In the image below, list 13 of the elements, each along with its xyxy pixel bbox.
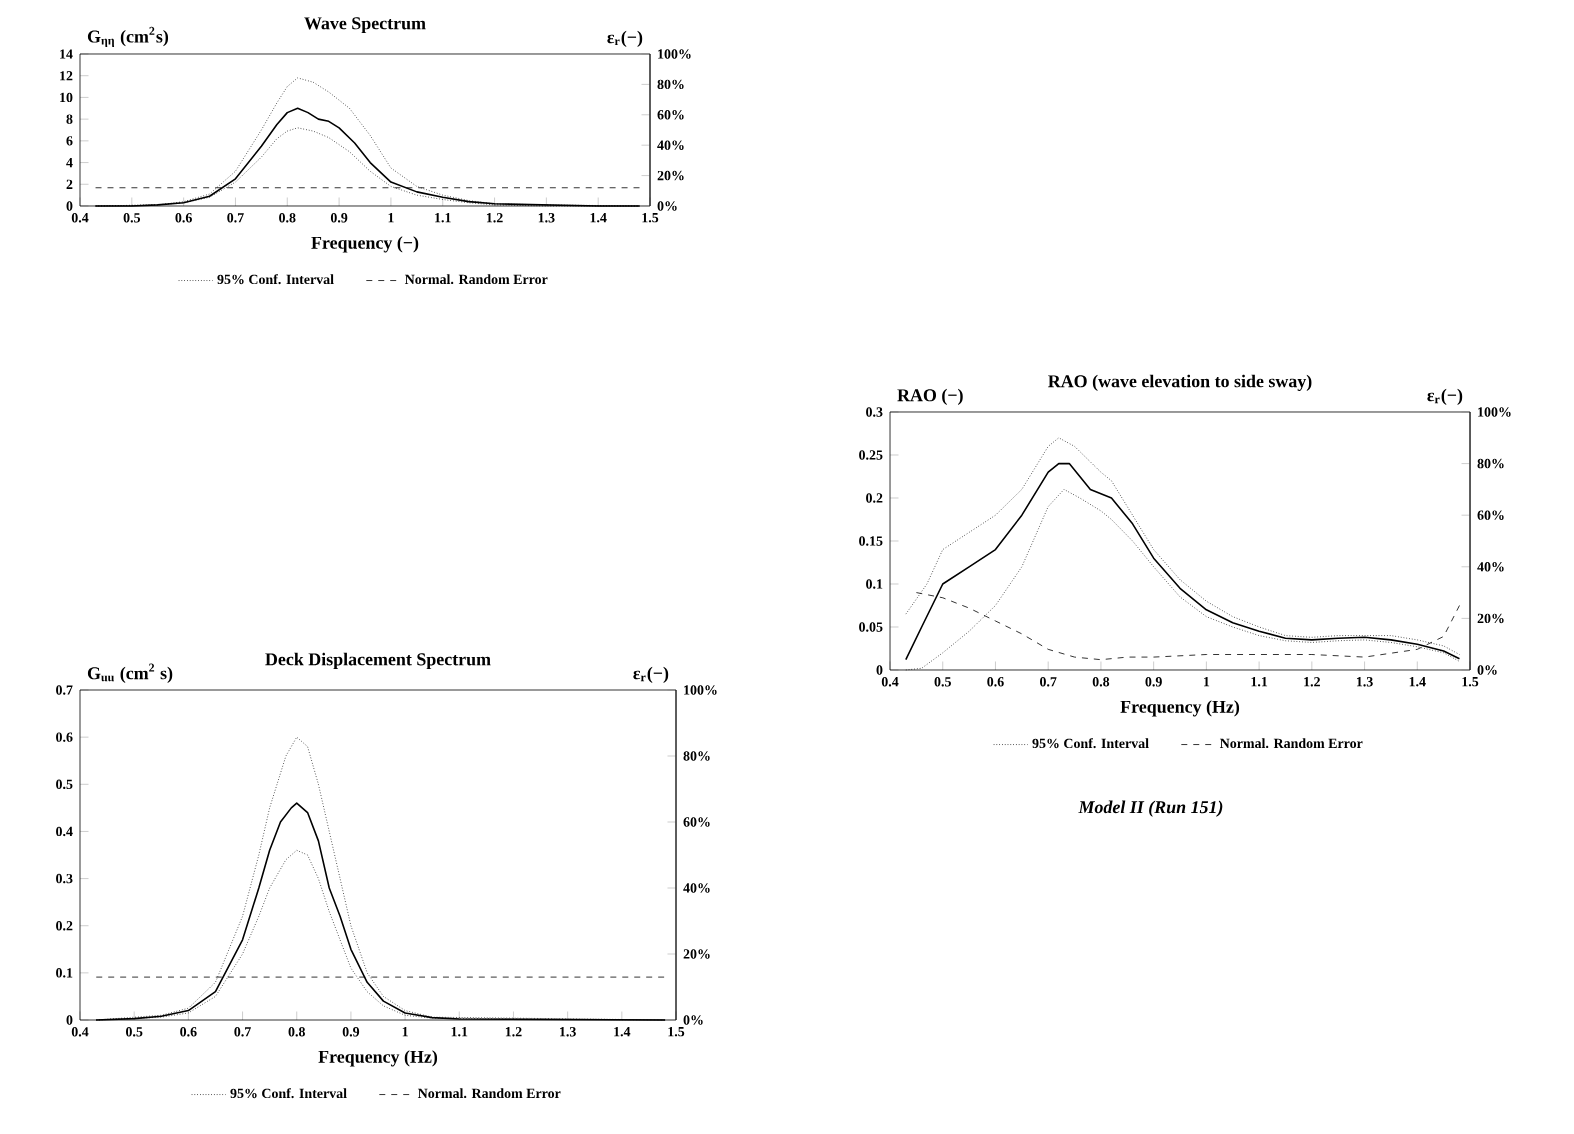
y-axis-title: G$_{ηη}$ (cm$^{2}$s) <box>87 26 169 47</box>
x-axis-title: Frequency (Hz) <box>318 1050 438 1067</box>
y2-axis-title: ε$_{r}$(−) <box>633 666 669 683</box>
y2-axis-title: ε$_{r}$(−) <box>607 30 643 47</box>
text: Model II (Run 151) <box>1078 800 1223 817</box>
x-axis-title: Frequency (−) <box>311 236 419 253</box>
x-axis-title: Frequency (Hz) <box>1120 700 1240 717</box>
y-axis-title: RAO (−) <box>897 388 963 405</box>
y-axis-title: G$_{uu}$ (cm$^{2}$ s) <box>87 663 173 683</box>
y2-axis-title: ε$_{r}$(−) <box>1427 388 1463 405</box>
chart-title: RAO (wave elevation to side sway) <box>1048 374 1312 392</box>
chart-title: Deck Displacement Spectrum <box>265 652 491 670</box>
chart-title: Wave Spectrum <box>304 17 426 33</box>
